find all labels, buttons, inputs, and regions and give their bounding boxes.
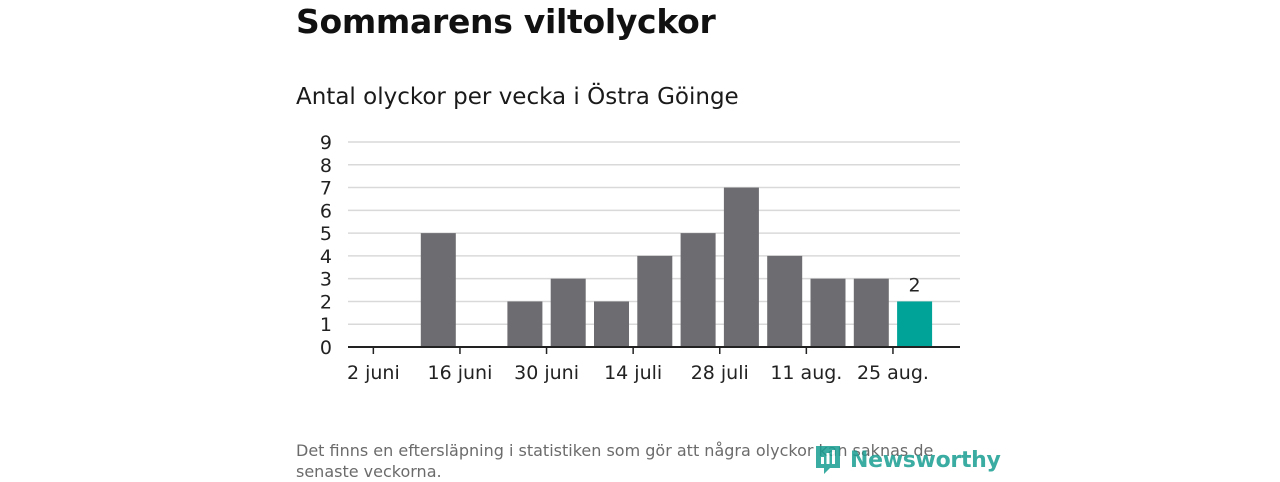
- x-tick-label: 14 juli: [604, 362, 662, 384]
- bar: [507, 301, 543, 347]
- x-tick-label: 2 juni: [347, 362, 400, 384]
- y-tick-label: 8: [320, 155, 332, 177]
- y-tick-label: 1: [320, 314, 332, 336]
- chart-title: Sommarens viltolyckor: [296, 2, 716, 41]
- bar: [637, 255, 673, 347]
- newsworthy-logo-icon: [816, 446, 840, 474]
- y-tick-label: 5: [320, 223, 332, 245]
- newsworthy-logo: Newsworthy: [814, 444, 1001, 476]
- x-tick-label: 16 juni: [428, 362, 493, 384]
- x-tick-label: 11 aug.: [770, 362, 842, 384]
- x-axis: 2 juni 16 juni 30 juni 14 juli 28 juli 11 aug…: [347, 346, 960, 384]
- chart-subtitle: Antal olyckor per vecka i Östra Göinge: [296, 84, 739, 110]
- data-label: 2: [909, 274, 921, 296]
- bar: [723, 187, 759, 347]
- footnote: Det finns en eftersläpning i statistiken…: [296, 441, 934, 481]
- y-tick-label: 4: [320, 246, 332, 268]
- y-tick-label: 0: [320, 337, 332, 359]
- x-tick-label: 30 juni: [514, 362, 579, 384]
- x-tick-label: 28 juli: [691, 362, 749, 384]
- bars: 2: [420, 187, 933, 347]
- y-tick-label: 6: [320, 200, 332, 222]
- bar: [767, 255, 803, 347]
- bar: [594, 301, 629, 347]
- bar: [550, 278, 586, 347]
- x-tick-label: 25 aug.: [857, 362, 929, 384]
- y-tick-label: 7: [320, 178, 332, 200]
- y-tick-label: 9: [320, 132, 332, 154]
- y-tick-label: 2: [320, 291, 332, 313]
- bar: [897, 301, 933, 347]
- bar: [810, 278, 846, 347]
- bar: [680, 233, 716, 347]
- y-tick-label: 3: [320, 269, 332, 291]
- bar: [853, 278, 889, 347]
- bar: [420, 233, 456, 347]
- newsworthy-logo-text: Newsworthy: [850, 447, 1001, 473]
